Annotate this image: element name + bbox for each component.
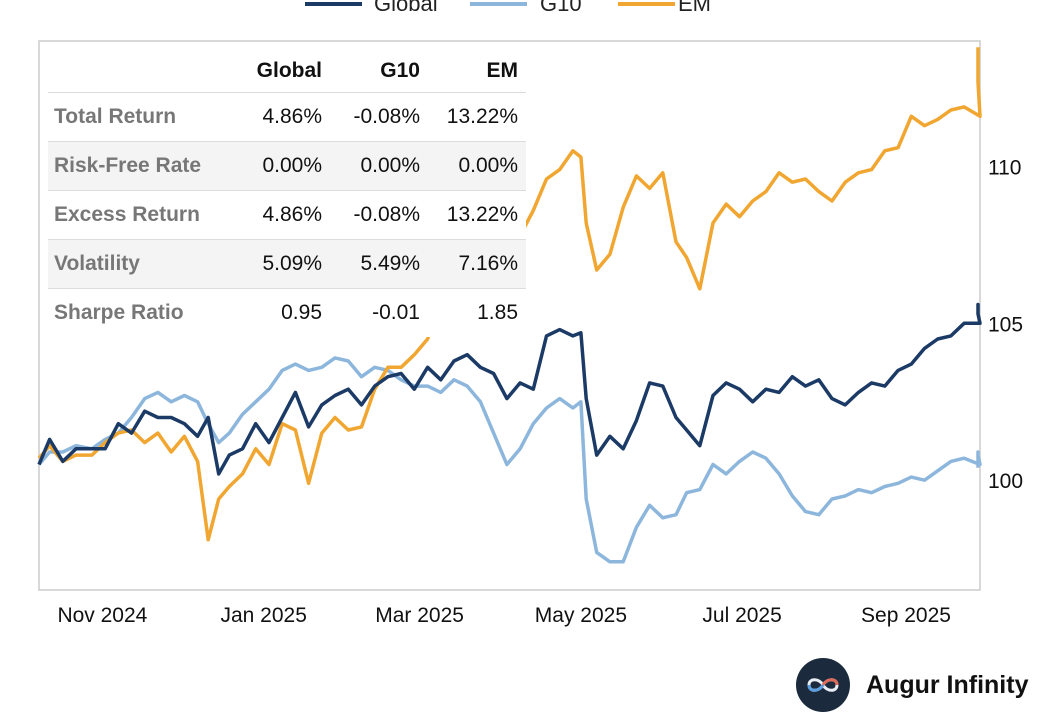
stats-row-excess-return: Excess Return 4.86% -0.08% 13.22%	[48, 190, 526, 240]
brand: Augur Infinity	[796, 658, 1029, 712]
y-tick-label: 105	[988, 313, 1023, 336]
legend-label-g10: G10	[540, 0, 582, 16]
legend-label-em: EM	[678, 0, 711, 16]
stats-cell: -0.08%	[330, 92, 428, 142]
stats-header-em: EM	[486, 59, 519, 82]
brand-logo	[796, 658, 850, 712]
x-tick-label: Sep 2025	[861, 604, 951, 627]
x-tick-label: Jul 2025	[702, 604, 781, 627]
stats-row-risk-free-rate: Risk-Free Rate 0.00% 0.00% 0.00%	[48, 141, 526, 191]
stats-header-blank	[48, 50, 242, 93]
stats-row-volatility: Volatility 5.09% 5.49% 7.16%	[48, 239, 526, 289]
stats-row-label: Risk-Free Rate	[48, 141, 242, 191]
stats-cell: 7.16%	[428, 239, 526, 289]
stats-table: Global G10 EM Total Return 4.86% -0.08% …	[48, 50, 526, 337]
stats-cell: 4.86%	[242, 190, 330, 240]
stats-row-total-return: Total Return 4.86% -0.08% 13.22%	[48, 92, 526, 142]
stats-row-label: Volatility	[48, 239, 242, 289]
stats-row-sharpe-ratio: Sharpe Ratio 0.95 -0.01 1.85	[48, 288, 526, 337]
series-line-global	[37, 302, 982, 476]
stats-row-label: Sharpe Ratio	[48, 288, 242, 337]
series-line-em	[37, 47, 982, 542]
stats-header-g10: G10	[380, 59, 420, 82]
y-tick-label: 100	[988, 470, 1023, 493]
stats-cell: 0.95	[242, 288, 330, 337]
legend-label-global: Global	[374, 0, 438, 16]
brand-name: Augur Infinity	[866, 670, 1029, 699]
stats-cell: 13.22%	[428, 92, 526, 142]
series-line-g10	[37, 356, 982, 564]
x-tick-label: Mar 2025	[375, 604, 464, 627]
y-tick-label: 110	[988, 157, 1021, 180]
stats-cell: 5.09%	[242, 239, 330, 289]
x-tick-label: Nov 2024	[57, 604, 147, 627]
stats-cell: 13.22%	[428, 190, 526, 240]
stats-cell: 5.49%	[330, 239, 428, 289]
stats-cell: -0.08%	[330, 190, 428, 240]
x-tick-label: Jan 2025	[220, 604, 306, 627]
x-axis-ticks: Nov 2024 Jan 2025 Mar 2025 May 2025 Jul 2025…	[57, 604, 951, 627]
stats-cell: 4.86%	[242, 92, 330, 142]
stats-cell: 1.85	[428, 288, 526, 337]
stats-header-row: Global G10 EM	[48, 50, 526, 93]
infinity-icon	[807, 678, 839, 692]
stats-cell: 0.00%	[428, 141, 526, 191]
stats-row-label: Total Return	[48, 92, 242, 142]
chart-legend: Global G10 EM	[305, 0, 711, 16]
y-axis-ticks: 100 105 110	[988, 157, 1023, 494]
stats-cell: 0.00%	[330, 141, 428, 191]
series-layer	[37, 47, 982, 564]
stats-cell: 0.00%	[242, 141, 330, 191]
stats-cell: -0.01	[330, 288, 428, 337]
x-tick-label: May 2025	[535, 604, 627, 627]
stats-row-label: Excess Return	[48, 190, 242, 240]
stats-header-global: Global	[256, 59, 322, 82]
